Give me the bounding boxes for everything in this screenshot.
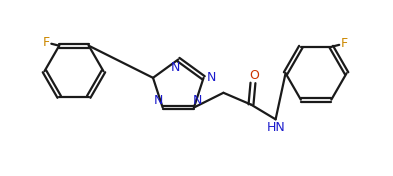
Text: N: N xyxy=(207,71,216,84)
Text: O: O xyxy=(249,68,259,81)
Text: N: N xyxy=(193,94,202,107)
Text: F: F xyxy=(341,37,348,50)
Text: HN: HN xyxy=(267,121,286,134)
Text: N: N xyxy=(171,61,180,74)
Text: F: F xyxy=(43,36,50,49)
Text: N: N xyxy=(154,94,163,107)
